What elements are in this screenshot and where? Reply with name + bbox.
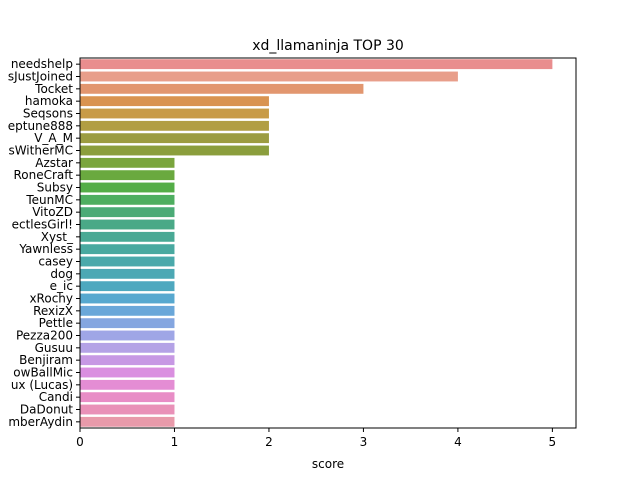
bar-0 <box>80 59 553 70</box>
y-tick-label-28: DaDonut <box>20 403 73 417</box>
y-tick-label-20: RexizX <box>33 304 73 318</box>
bar-4 <box>80 108 269 119</box>
y-tick-label-0: needshelp <box>11 57 73 71</box>
chart-title: xd_llamaninja TOP 30 <box>252 38 404 54</box>
y-tick-label-3: hamoka <box>25 94 73 108</box>
bar-7 <box>80 145 269 156</box>
y-tick-label-8: Azstar <box>35 156 73 170</box>
bars-group <box>80 59 553 427</box>
y-tick-label-1: sJustJoined <box>8 70 73 84</box>
y-tick-label-13: ectlesGirl! <box>12 218 73 232</box>
y-tick-labels: needshelpsJustJoinedTockethamokaSeqsonse… <box>8 57 80 429</box>
bar-17 <box>80 268 175 279</box>
bar-5 <box>80 120 269 131</box>
bar-1 <box>80 71 458 82</box>
bar-11 <box>80 194 175 205</box>
bar-10 <box>80 182 175 193</box>
x-tick-label-0: 0 <box>76 435 84 449</box>
y-tick-label-15: Yawnless <box>18 242 73 256</box>
x-tick-label-2: 2 <box>265 435 273 449</box>
x-ticks: 0 1 2 3 4 5 <box>76 428 556 449</box>
bar-23 <box>80 342 175 353</box>
y-tick-label-26: ux (Lucas) <box>11 378 73 392</box>
bar-12 <box>80 207 175 218</box>
x-tick-label-3: 3 <box>360 435 368 449</box>
bar-24 <box>80 355 175 366</box>
y-tick-label-24: Benjiram <box>19 353 73 367</box>
x-tick-label-1: 1 <box>171 435 179 449</box>
y-tick-label-19: xRochy <box>29 292 73 306</box>
bar-21 <box>80 318 175 329</box>
y-tick-label-6: V_A_M <box>34 131 73 145</box>
bar-6 <box>80 133 269 144</box>
bar-18 <box>80 281 175 292</box>
bar-26 <box>80 379 175 390</box>
bar-28 <box>80 404 175 415</box>
bar-2 <box>80 83 364 94</box>
y-tick-label-5: eptune888 <box>8 119 73 133</box>
bar-14 <box>80 231 175 242</box>
y-tick-label-25: owBallMic <box>13 366 73 380</box>
y-tick-label-4: Seqsons <box>23 107 73 121</box>
y-tick-label-12: VitoZD <box>32 205 73 219</box>
y-tick-label-11: TeunMC <box>25 193 73 207</box>
y-tick-label-7: sWitherMC <box>8 144 73 158</box>
bar-19 <box>80 293 175 304</box>
bar-27 <box>80 392 175 403</box>
bar-16 <box>80 256 175 267</box>
bar-8 <box>80 157 175 168</box>
x-tick-label-5: 5 <box>549 435 557 449</box>
x-axis-label: score <box>312 457 344 471</box>
y-tick-label-18: e_ic <box>50 279 73 293</box>
bar-29 <box>80 416 175 427</box>
y-tick-label-22: Pezza200 <box>16 329 73 343</box>
y-tick-label-10: Subsy <box>37 181 73 195</box>
y-tick-label-14: Xyst_ <box>41 230 74 244</box>
bar-25 <box>80 367 175 378</box>
bar-13 <box>80 219 175 230</box>
y-tick-label-16: casey <box>38 255 73 269</box>
y-tick-label-17: dog <box>50 267 73 281</box>
y-tick-label-9: RoneCraft <box>13 168 73 182</box>
bar-22 <box>80 330 175 341</box>
plot-frame <box>79 57 577 429</box>
bar-9 <box>80 170 175 181</box>
y-tick-label-2: Tocket <box>34 82 73 96</box>
bar-15 <box>80 244 175 255</box>
bar-20 <box>80 305 175 316</box>
y-tick-label-29: mberAydin <box>8 415 73 429</box>
bar-3 <box>80 96 269 107</box>
x-tick-label-4: 4 <box>454 435 462 449</box>
y-tick-label-23: Gusuu <box>35 341 73 355</box>
y-tick-label-21: Pettle <box>39 316 73 330</box>
y-tick-label-27: Candi <box>39 390 73 404</box>
